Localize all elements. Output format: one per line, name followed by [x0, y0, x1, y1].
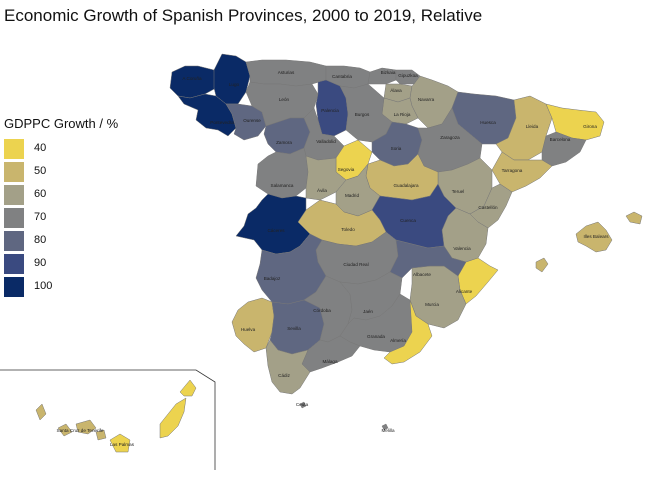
province-label: La Rioja: [394, 112, 411, 117]
province-label: Melilla: [381, 428, 394, 433]
legend-label: 40: [34, 142, 47, 154]
province-ceuta[interactable]: [299, 401, 307, 409]
legend-swatch: [4, 208, 24, 228]
province-label: A Coruña: [182, 76, 202, 81]
province-label: Lugo: [229, 82, 240, 87]
legend-label: 50: [34, 165, 47, 177]
legend-swatch: [4, 277, 24, 297]
legend-label: 90: [34, 257, 47, 269]
province-label: Toledo: [341, 227, 355, 232]
province-label: Ávila: [317, 187, 327, 193]
province-a-coruna[interactable]: [169, 65, 217, 99]
province-label: Asturias: [278, 70, 295, 75]
province-caceres[interactable]: [235, 193, 311, 255]
legend-item-100: 100: [4, 277, 118, 300]
province-label: Navarra: [418, 97, 435, 102]
province-label: Las Palmas: [110, 442, 135, 447]
province-label: Santa Cruz de Tenerife: [57, 428, 104, 433]
province-label: Jaén: [363, 309, 373, 314]
province-label: Ciudad Real: [343, 262, 368, 267]
legend: GDPPC Growth / % 40 50 60 70 80 90 100: [4, 116, 118, 300]
province-almeria[interactable]: [383, 299, 433, 365]
province-label: Girona: [583, 124, 597, 129]
province-label: Burgos: [355, 112, 370, 117]
legend-swatch: [4, 254, 24, 274]
province-label: Madrid: [345, 193, 359, 198]
province-label: Málaga: [322, 359, 338, 364]
province-santa-cruz-de-tenerife[interactable]: [35, 403, 107, 441]
province-cadiz[interactable]: [265, 339, 311, 395]
province-label: Murcia: [425, 302, 439, 307]
province-label: Salamanca: [271, 183, 294, 188]
legend-item-80: 80: [4, 231, 118, 254]
province-label: Teruel: [452, 189, 465, 194]
province-label: Ourense: [243, 118, 261, 123]
province-label: Huelva: [241, 327, 256, 332]
canary-inset-frame: [0, 369, 216, 470]
province-salamanca[interactable]: [255, 147, 309, 199]
province-label: Badajoz: [264, 276, 281, 281]
province-label: León: [279, 97, 290, 102]
province-barcelona[interactable]: [541, 131, 587, 167]
province-ourense[interactable]: [225, 103, 267, 141]
province-label: Cuenca: [400, 218, 416, 223]
legend-swatch: [4, 139, 24, 159]
province-label: Tarragona: [502, 168, 523, 173]
legend-label: 80: [34, 234, 47, 246]
province-label: Granada: [367, 334, 385, 339]
legend-label: 60: [34, 188, 47, 200]
province-label: Córdoba: [313, 308, 331, 313]
legend-title: GDPPC Growth / %: [4, 116, 119, 131]
province-label: Valladolid: [316, 139, 336, 144]
province-label: Palencia: [321, 108, 339, 113]
legend-label: 70: [34, 211, 47, 223]
province-label: Pontevedra: [210, 120, 234, 125]
province-illes-balears[interactable]: [535, 211, 643, 273]
province-label: Zaragoza: [440, 135, 460, 140]
province-girona[interactable]: [545, 103, 605, 141]
legend-item-60: 60: [4, 185, 118, 208]
legend-swatch: [4, 231, 24, 251]
map-title: Economic Growth of Spanish Provinces, 20…: [4, 6, 483, 25]
province-label: Huesca: [480, 120, 496, 125]
province-label: Bizkaia: [381, 70, 396, 75]
province-label: Soria: [391, 146, 402, 151]
province-huelva[interactable]: [231, 297, 275, 353]
province-lugo[interactable]: [213, 53, 251, 105]
province-label: Cantabria: [332, 74, 352, 79]
province-label: Zamora: [276, 140, 292, 145]
province-label: Alicante: [456, 289, 473, 294]
province-pontevedra[interactable]: [177, 93, 237, 137]
legend-swatch: [4, 162, 24, 182]
province-label: Cádiz: [278, 373, 290, 378]
province-label: Gipuzkoa: [398, 73, 418, 78]
province-label: Guadalajara: [393, 183, 418, 188]
province-label: Ceuta: [296, 402, 309, 407]
legend-label: 100: [34, 280, 53, 292]
province-label: Sevilla: [287, 326, 301, 331]
province-label: Segovia: [338, 167, 355, 172]
legend-item-50: 50: [4, 162, 118, 185]
legend-item-70: 70: [4, 208, 118, 231]
province-melilla[interactable]: [381, 423, 389, 431]
province-label: Albacete: [413, 272, 431, 277]
province-label: Illes Balears: [583, 234, 609, 239]
province-label: Valencia: [453, 246, 471, 251]
province-label: Álava: [390, 87, 402, 93]
province-label: Lleida: [526, 124, 539, 129]
legend-item-90: 90: [4, 254, 118, 277]
legend-item-40: 40: [4, 139, 118, 162]
legend-swatch: [4, 185, 24, 205]
province-label: Barcelona: [550, 137, 571, 142]
province-label: Cáceres: [267, 228, 285, 233]
province-las-palmas[interactable]: [109, 379, 197, 453]
province-label: Castellón: [478, 205, 498, 210]
province-label: Almería: [390, 338, 406, 343]
province-palencia[interactable]: [315, 79, 349, 137]
province-tarragona[interactable]: [491, 151, 553, 193]
